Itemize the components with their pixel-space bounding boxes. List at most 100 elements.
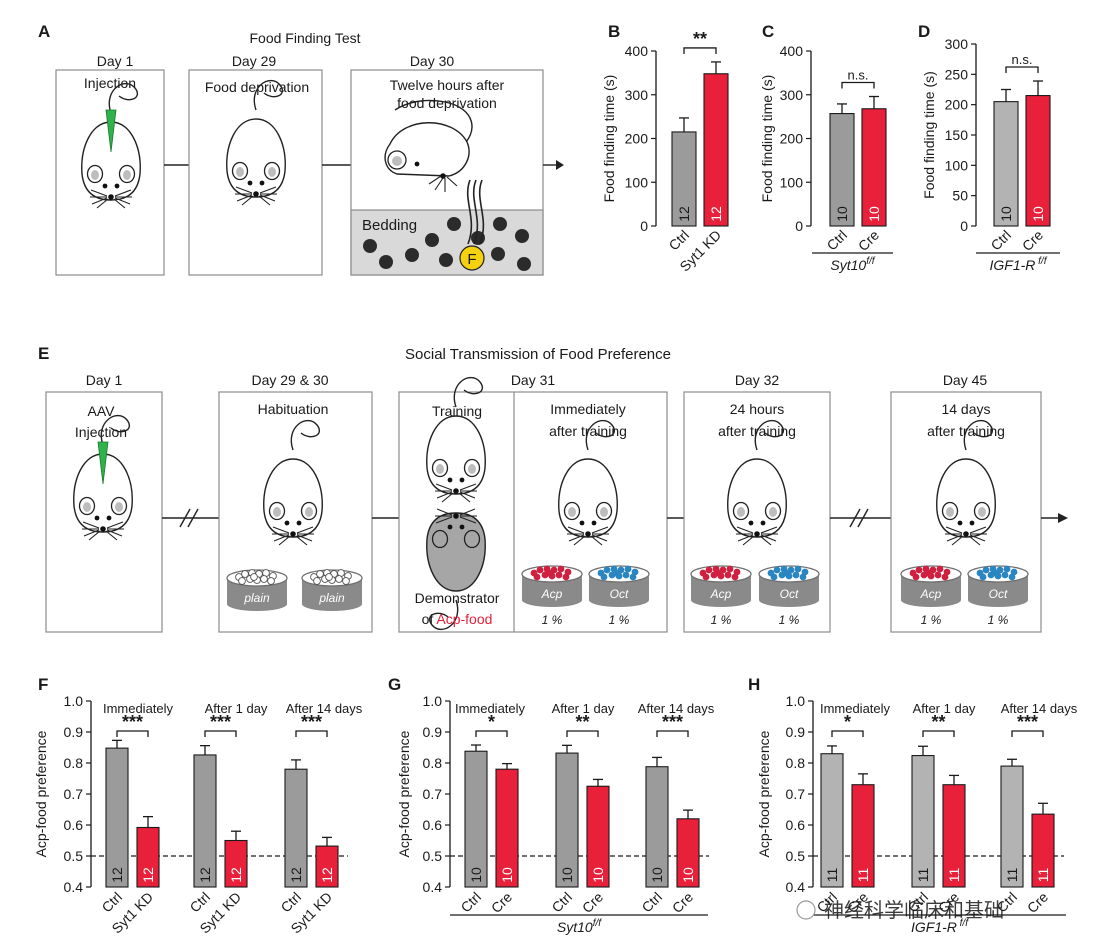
y-tick-label: 0.9 xyxy=(423,724,443,740)
group-label: After 1 day xyxy=(552,701,615,716)
panel-e-day45-line1: 14 days xyxy=(941,401,990,417)
y-axis-label: Acp-food preference xyxy=(756,730,772,857)
category-label: Ctrl xyxy=(638,889,665,916)
bar xyxy=(671,131,697,227)
panel-label-c: C xyxy=(762,22,774,41)
group-label: Immediately xyxy=(820,701,891,716)
y-tick-label: 100 xyxy=(945,157,969,173)
n-label: 11 xyxy=(946,868,962,883)
y-tick-label: 0.6 xyxy=(786,817,806,833)
dish-concentration: 1 % xyxy=(542,613,563,627)
y-tick-label: 200 xyxy=(625,131,649,147)
bar xyxy=(942,784,966,888)
food-pellet xyxy=(622,571,630,579)
panel-label-f: F xyxy=(38,675,48,694)
food-dish: plain xyxy=(226,569,288,611)
group-label: Immediately xyxy=(103,701,174,716)
dish-body xyxy=(968,574,1028,607)
food-dish: plain xyxy=(301,569,363,611)
panel-label-g: G xyxy=(388,675,401,694)
food-pellet xyxy=(934,571,942,579)
bar xyxy=(851,784,875,888)
significance-label: ** xyxy=(575,712,589,732)
significance-label: n.s. xyxy=(1012,52,1033,67)
panel-e-day45-label: Day 45 xyxy=(943,372,988,388)
dish-body xyxy=(302,578,362,611)
y-tick-label: 50 xyxy=(952,188,968,204)
significance-bracket xyxy=(116,730,149,737)
bar xyxy=(284,768,308,888)
chart-d: 0 50 100 150 200 250 300 Food finding time (s) 1… xyxy=(921,36,1060,273)
food-pellet xyxy=(726,565,734,573)
bar xyxy=(464,750,488,888)
y-tick-label: 300 xyxy=(945,36,969,52)
significance-bracket xyxy=(204,730,237,737)
category-label: Cre xyxy=(1019,227,1046,254)
panel-e-day29-label: Day 29 & 30 xyxy=(251,372,328,388)
category-label: Cre xyxy=(855,227,882,254)
food-pellet xyxy=(794,565,802,573)
bar xyxy=(586,785,610,888)
y-tick-label: 200 xyxy=(780,131,804,147)
food-pellet xyxy=(770,573,778,581)
food-pellet xyxy=(929,566,937,574)
significance-bracket xyxy=(566,730,599,737)
y-axis-label: Acp-food preference xyxy=(33,730,49,857)
y-tick-label: 1.0 xyxy=(786,693,806,709)
food-pellet xyxy=(533,573,541,581)
chart-h: 0.4 0.5 0.6 0.7 0.8 0.9 1.0 Acp-food preference… xyxy=(756,693,1078,935)
bar xyxy=(136,826,160,888)
n-label: 12 xyxy=(140,867,156,883)
n-label: 10 xyxy=(1030,206,1046,222)
n-label: 11 xyxy=(855,868,871,883)
food-pellet xyxy=(782,569,790,577)
panel-a-day1-label: Day 1 xyxy=(97,53,134,69)
significance-label: *** xyxy=(301,712,322,732)
bar xyxy=(105,747,129,888)
y-tick-label: 400 xyxy=(625,43,649,59)
y-tick-label: 300 xyxy=(625,87,649,103)
category-label: Cre xyxy=(579,889,606,916)
dish-concentration: 1 % xyxy=(609,613,630,627)
panel-a-day29-label: Day 29 xyxy=(232,53,277,69)
food-pellet xyxy=(557,565,565,573)
significance-label: n.s. xyxy=(848,68,869,83)
panel-a-title: Food Finding Test xyxy=(249,30,360,46)
food-dishes: plain plain Acp 1 % Oct 1 % Acp 1 % Oct 1 % Acp 1 %… xyxy=(226,565,1029,627)
injection-needle-icon xyxy=(97,441,109,485)
bar xyxy=(861,108,887,227)
food-pellet xyxy=(325,573,333,581)
food-pellet xyxy=(941,573,949,581)
food-pellet xyxy=(996,566,1004,574)
y-tick-label: 0.8 xyxy=(64,755,84,771)
y-tick-label: 200 xyxy=(945,97,969,113)
y-tick-label: 150 xyxy=(945,127,969,143)
food-pellet xyxy=(979,573,987,581)
bar xyxy=(193,754,217,888)
significance-label: *** xyxy=(210,712,231,732)
y-tick-label: 0.5 xyxy=(423,848,443,864)
food-pellet xyxy=(612,569,620,577)
significance-label: * xyxy=(844,712,851,732)
y-tick-label: 0.8 xyxy=(423,755,443,771)
bar xyxy=(676,818,700,888)
n-label: 10 xyxy=(499,867,515,883)
food-pellet xyxy=(912,573,920,581)
watermark: 神经科学临床和基础 xyxy=(796,899,1004,922)
demonstrator-mouse-icon xyxy=(426,508,486,631)
y-tick-label: 0.9 xyxy=(64,724,84,740)
immediately-line1: Immediately xyxy=(550,401,625,417)
dish-label: Acp xyxy=(710,587,732,601)
genotype-label: IGF1-R f/f xyxy=(989,256,1047,273)
category-label: Cre xyxy=(488,889,515,916)
food-pellet xyxy=(555,571,563,579)
category-label: Ctrl xyxy=(987,227,1014,254)
significance-bracket xyxy=(922,730,955,737)
dish-label: plain xyxy=(318,591,345,605)
y-tick-label: 0.7 xyxy=(64,786,84,802)
bedding-label: Bedding xyxy=(362,217,417,234)
category-label: Ctrl xyxy=(823,227,850,254)
significance-label: *** xyxy=(1017,712,1038,732)
y-tick-label: 0.6 xyxy=(64,817,84,833)
category-label: Cre xyxy=(1024,889,1051,916)
